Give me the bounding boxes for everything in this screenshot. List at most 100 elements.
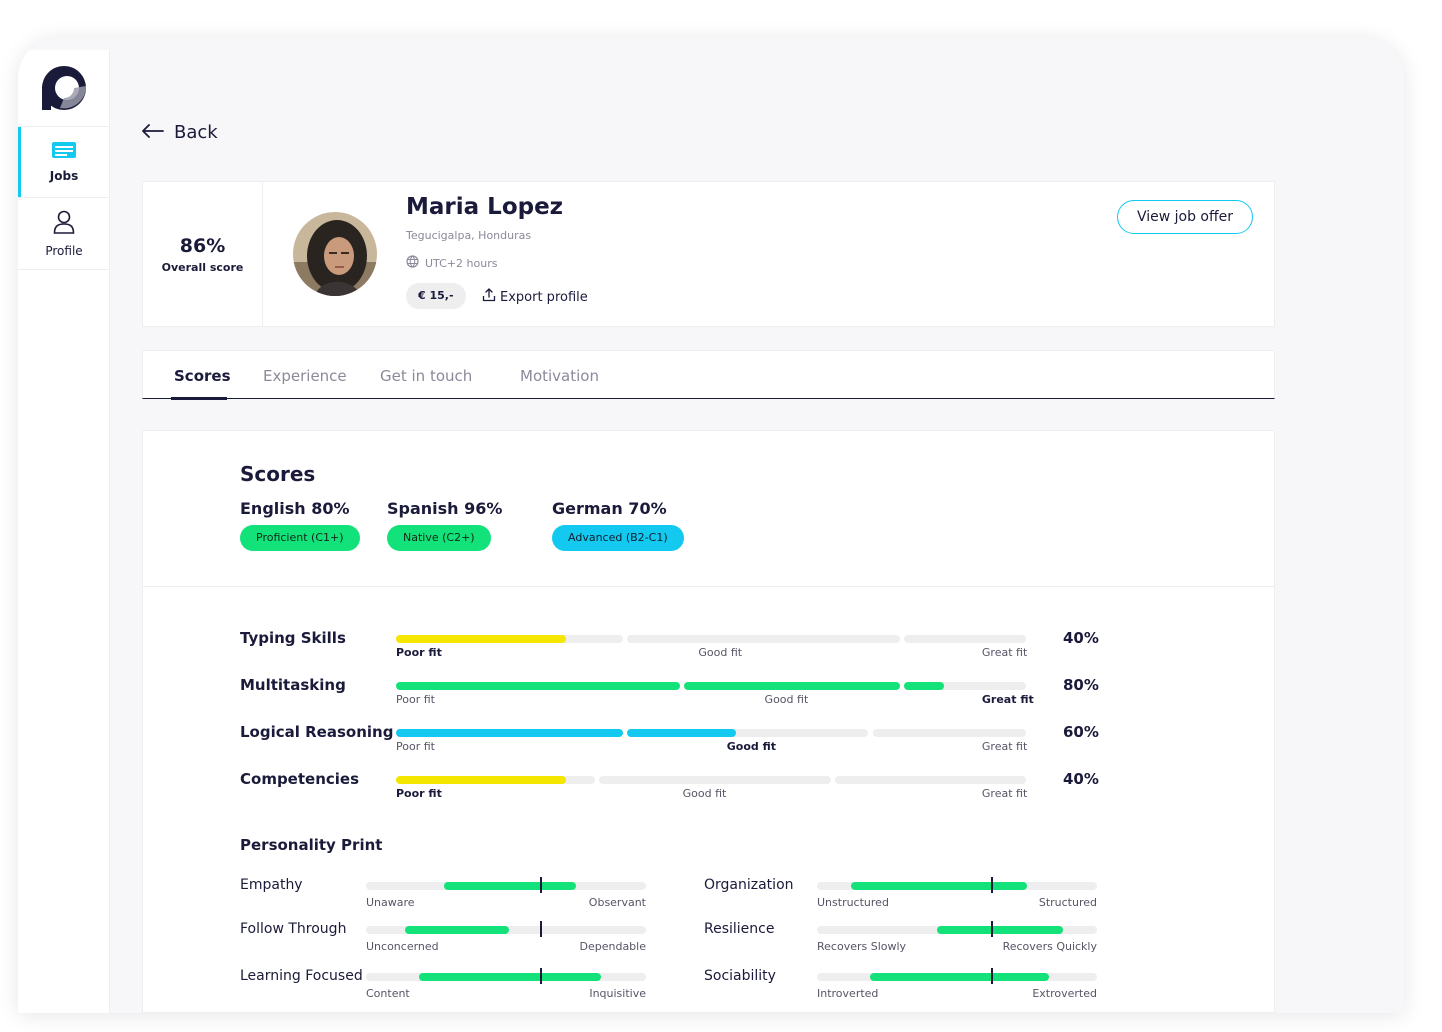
trait-high-label: Structured	[1038, 896, 1097, 909]
skill-name: Typing Skills	[240, 629, 346, 647]
sidebar-item-jobs[interactable]: Jobs	[18, 126, 110, 198]
trait-low-label: Unstructured	[817, 896, 889, 909]
brand-logo[interactable]	[40, 64, 88, 112]
skill-bar-segment	[904, 635, 1026, 643]
tab-experience[interactable]: Experience	[263, 367, 347, 385]
trait-bar	[366, 877, 646, 893]
back-label: Back	[174, 122, 218, 143]
sidebar-item-profile[interactable]: Profile	[18, 198, 110, 270]
trait-marker	[990, 921, 993, 937]
jobs-icon	[51, 141, 77, 163]
trait-bar	[817, 921, 1097, 937]
export-profile-button[interactable]: Export profile	[482, 288, 588, 306]
trait-bar	[366, 968, 646, 984]
export-icon	[482, 288, 496, 306]
trait-high-label: Inquisitive	[589, 987, 646, 1000]
skill-bar-segment	[627, 729, 869, 737]
skill-bar-fill	[396, 729, 623, 737]
trait-bar-fill	[870, 973, 1050, 981]
trait-marker	[539, 921, 542, 937]
language-level-badge: Native (C2+)	[387, 525, 491, 551]
scores-title: Scores	[240, 462, 316, 486]
skill-row: Multitasking Poor fit Good fit Great fit 80%	[143, 674, 1276, 714]
language-score: English 80% Proficient (C1+)	[240, 499, 360, 551]
overall-score-value: 86%	[179, 234, 226, 257]
personality-trait: Sociability Introverted Extroverted	[704, 968, 1124, 1012]
trait-marker	[539, 877, 542, 893]
skill-row: Competencies Poor fit Good fit Great fit 40%	[143, 768, 1276, 808]
skill-fit-label: Good fit	[698, 646, 743, 659]
sidebar-item-label: Profile	[45, 243, 83, 258]
trait-low-label: Unconcerned	[366, 940, 439, 953]
skill-bar	[396, 635, 1026, 643]
skill-bar	[396, 776, 1026, 784]
skill-name: Multitasking	[240, 676, 346, 694]
user-icon	[53, 210, 75, 238]
skill-fit-label: Great fit	[981, 740, 1028, 753]
skill-fit-label: Poor fit	[396, 693, 435, 706]
skill-bar-segment	[835, 776, 1026, 784]
trait-bar-fill	[850, 882, 1027, 890]
globe-icon	[406, 255, 419, 271]
timezone-label: UTC+2 hours	[425, 256, 498, 270]
sidebar-item-label: Jobs	[49, 169, 79, 183]
trait-low-label: Recovers Slowly	[817, 940, 907, 953]
skill-bar-fill	[683, 682, 900, 690]
trait-bar	[817, 968, 1097, 984]
trait-marker	[990, 968, 993, 984]
skill-fit-label: Great fit	[981, 646, 1028, 659]
trait-name: Empathy	[240, 877, 303, 893]
language-score: Spanish 96% Native (C2+)	[387, 499, 502, 551]
trait-name: Resilience	[704, 921, 775, 937]
skill-fit-label: Poor fit	[396, 740, 435, 753]
skill-name: Logical Reasoning	[240, 723, 394, 741]
tab-scores[interactable]: Scores	[174, 367, 231, 385]
skill-bar-fill	[904, 682, 945, 690]
language-level-badge: Proficient (C1+)	[240, 525, 360, 551]
candidate-location: Tegucigalpa, Honduras	[406, 229, 532, 242]
trait-name: Organization	[704, 877, 794, 893]
trait-name: Learning Focused	[240, 968, 363, 984]
price-badge: € 15,-	[406, 283, 466, 309]
avatar	[293, 212, 377, 296]
skill-row: Typing Skills Poor fit Good fit Great fit 40…	[143, 627, 1276, 667]
language-name: Spanish 96%	[387, 499, 503, 518]
skill-percent: 40%	[1063, 629, 1099, 647]
overall-score-box: 86% Overall score	[143, 182, 263, 326]
trait-low-label: Unaware	[366, 896, 415, 909]
trait-marker	[539, 968, 542, 984]
skill-fit-label: Good fit	[682, 787, 727, 800]
skill-bar-fill	[396, 682, 680, 690]
sidebar: Jobs Profile	[18, 50, 110, 1013]
trait-bar-fill	[405, 926, 509, 934]
personality-trait: Follow Through Unconcerned Dependable	[240, 921, 660, 965]
skill-fit-label: Good fit	[764, 693, 809, 706]
skill-bar-segment	[872, 729, 1026, 737]
trait-name: Sociability	[704, 968, 776, 984]
language-name: German 70%	[552, 499, 667, 518]
export-label: Export profile	[500, 289, 588, 305]
skill-bar	[396, 729, 1026, 737]
trait-bar	[817, 877, 1097, 893]
skill-row: Logical Reasoning Poor fit Good fit Great f…	[143, 721, 1276, 761]
personality-print-title: Personality Print	[240, 836, 383, 854]
personality-trait: Resilience Recovers Slowly Recovers Quickl…	[704, 921, 1124, 965]
language-score: German 70% Advanced (B2-C1)	[552, 499, 684, 551]
trait-high-label: Extroverted	[1032, 987, 1097, 1000]
view-job-offer-button[interactable]: View job offer	[1117, 200, 1253, 234]
personality-trait: Empathy Unaware Observant	[240, 877, 660, 921]
language-level-badge: Advanced (B2-C1)	[552, 525, 684, 551]
tab-get-in-touch[interactable]: Get in touch	[380, 367, 473, 385]
skill-percent: 60%	[1063, 723, 1099, 741]
language-name: English 80%	[240, 499, 350, 518]
candidate-name: Maria Lopez	[406, 194, 564, 220]
app-window: Jobs Profile Back 86% Overall score	[18, 38, 1404, 1013]
tab-motivation[interactable]: Motivation	[520, 367, 599, 385]
back-link[interactable]: Back	[142, 122, 218, 143]
trait-high-label: Recovers Quickly	[1002, 940, 1097, 953]
skill-bar-fill	[627, 729, 737, 737]
trait-low-label: Content	[366, 987, 410, 1000]
skill-bar-segment	[599, 776, 831, 784]
overall-score-label: Overall score	[161, 260, 244, 274]
skill-percent: 80%	[1063, 676, 1099, 694]
